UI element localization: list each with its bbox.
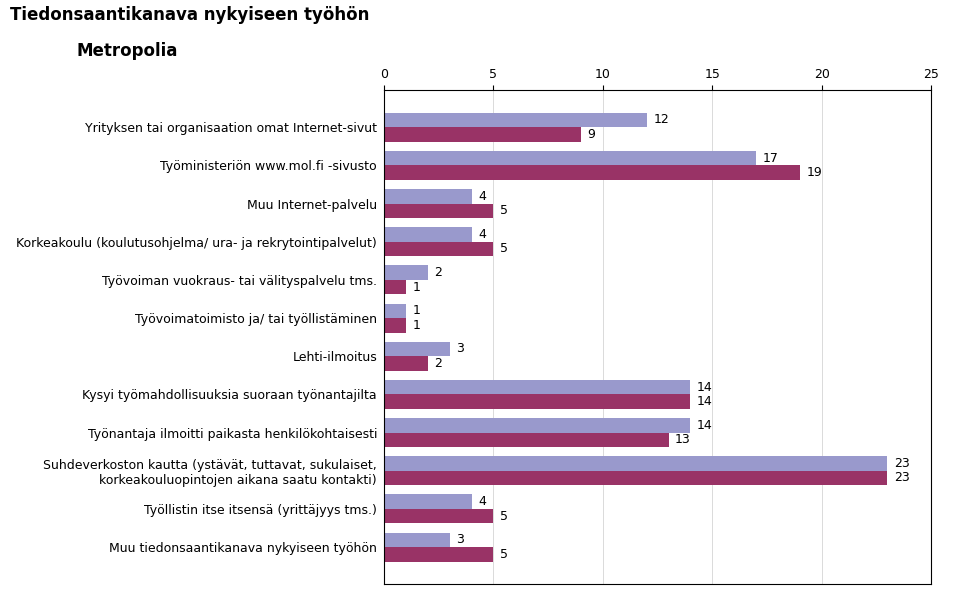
Bar [384,418,690,432]
Bar [384,509,493,523]
Text: 14: 14 [697,395,712,408]
Text: 5: 5 [500,243,508,255]
Bar [384,227,471,242]
Text: 4: 4 [478,190,486,203]
Bar [384,127,581,141]
Bar [384,533,449,547]
Text: 5: 5 [500,509,508,523]
Text: 23: 23 [894,471,910,485]
Text: 23: 23 [894,457,910,470]
Bar [384,113,647,127]
Text: 1: 1 [413,304,420,317]
Bar [384,318,406,332]
Text: 1: 1 [413,281,420,294]
Bar [384,547,493,562]
Bar [384,456,887,471]
Text: 5: 5 [500,204,508,217]
Text: 3: 3 [456,533,464,546]
Text: 12: 12 [653,114,669,126]
Text: 17: 17 [762,152,779,165]
Text: 14: 14 [697,419,712,432]
Bar [384,342,449,356]
Bar [384,265,428,280]
Bar [384,471,887,485]
Text: 13: 13 [675,433,691,446]
Bar [384,166,800,180]
Text: Metropolia: Metropolia [77,42,179,60]
Bar [384,189,471,203]
Text: 4: 4 [478,228,486,241]
Text: Tiedonsaantikanava nykyiseen työhön: Tiedonsaantikanava nykyiseen työhön [10,6,369,24]
Text: 2: 2 [434,266,443,279]
Text: 9: 9 [588,128,595,141]
Text: 19: 19 [806,166,822,179]
Text: 4: 4 [478,495,486,508]
Bar [384,394,690,409]
Text: 2: 2 [434,357,443,370]
Bar [384,356,428,371]
Text: 1: 1 [413,319,420,332]
Bar [384,494,471,509]
Text: 5: 5 [500,548,508,560]
Bar [384,203,493,218]
Bar [384,303,406,318]
Bar [384,432,668,447]
Bar [384,280,406,294]
Text: 14: 14 [697,380,712,394]
Bar [384,151,756,166]
Text: 3: 3 [456,343,464,355]
Bar [384,380,690,394]
Bar [384,242,493,256]
